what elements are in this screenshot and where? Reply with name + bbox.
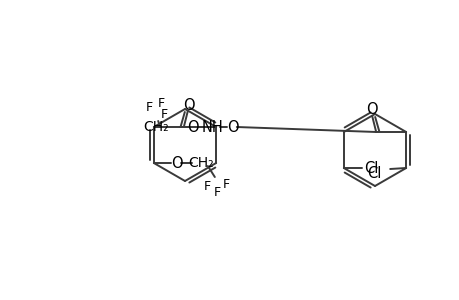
Text: F: F xyxy=(213,187,220,200)
Text: F: F xyxy=(146,100,152,113)
Text: O: O xyxy=(183,98,194,112)
Text: O: O xyxy=(365,101,377,116)
Text: O: O xyxy=(187,119,199,134)
Text: CH₂: CH₂ xyxy=(143,120,169,134)
Text: F: F xyxy=(157,97,164,110)
Text: F: F xyxy=(160,107,168,121)
Text: CH₂: CH₂ xyxy=(188,156,213,170)
Text: NH: NH xyxy=(202,119,223,134)
Text: O: O xyxy=(171,155,182,170)
Text: Cl: Cl xyxy=(366,166,381,181)
Text: F: F xyxy=(222,178,229,190)
Text: Cl: Cl xyxy=(363,160,377,175)
Text: F: F xyxy=(203,179,210,193)
Text: O: O xyxy=(227,119,238,134)
